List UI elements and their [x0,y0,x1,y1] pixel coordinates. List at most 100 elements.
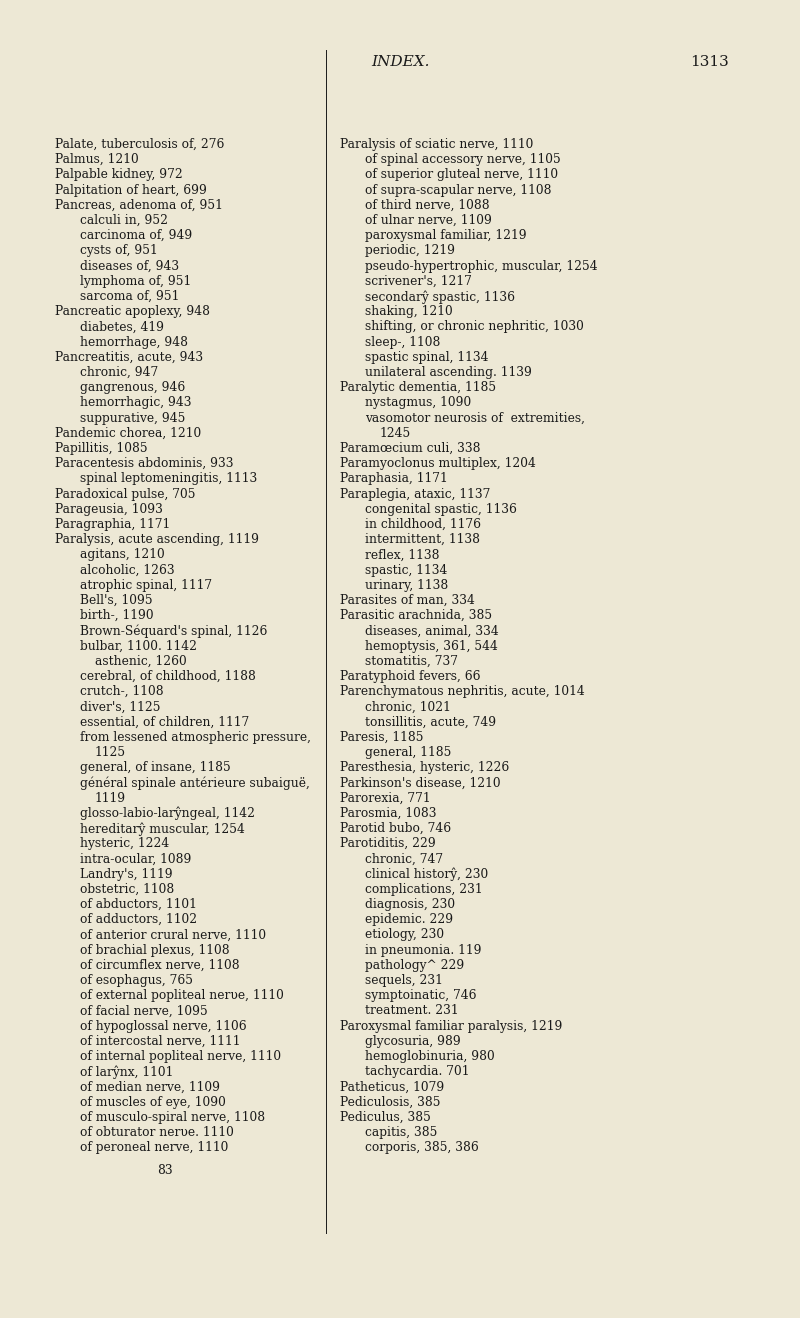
Text: of muscles of eye, 1090: of muscles of eye, 1090 [80,1095,226,1108]
Text: epidemic. 229: epidemic. 229 [365,913,453,927]
Text: vasomotor neurosis of  extremities,: vasomotor neurosis of extremities, [365,411,585,424]
Text: Pediculus, 385: Pediculus, 385 [340,1111,431,1124]
Text: of abductors, 1101: of abductors, 1101 [80,898,197,911]
Text: Paroxysmal familiar paralysis, 1219: Paroxysmal familiar paralysis, 1219 [340,1020,562,1032]
Text: obstetric, 1108: obstetric, 1108 [80,883,174,896]
Text: tachycardia. 701: tachycardia. 701 [365,1065,470,1078]
Text: bulbar, 1100. 1142: bulbar, 1100. 1142 [80,639,197,652]
Text: 1313: 1313 [690,55,730,69]
Text: atrophic spinal, 1117: atrophic spinal, 1117 [80,579,212,592]
Text: lymphoma of, 951: lymphoma of, 951 [80,274,191,287]
Text: of median nerve, 1109: of median nerve, 1109 [80,1081,220,1094]
Text: asthenic, 1260: asthenic, 1260 [95,655,186,668]
Text: diseases of, 943: diseases of, 943 [80,260,179,273]
Text: glosso-labio-larŷngeal, 1142: glosso-labio-larŷngeal, 1142 [80,807,255,820]
Text: general, 1185: general, 1185 [365,746,451,759]
Text: diagnosis, 230: diagnosis, 230 [365,898,455,911]
Text: clinical historŷ, 230: clinical historŷ, 230 [365,867,488,882]
Text: of esophagus, 765: of esophagus, 765 [80,974,193,987]
Text: congenital spastic, 1136: congenital spastic, 1136 [365,502,517,515]
Text: gangrenous, 946: gangrenous, 946 [80,381,186,394]
Text: Landry's, 1119: Landry's, 1119 [80,867,173,880]
Text: cerebral, of childhood, 1188: cerebral, of childhood, 1188 [80,670,256,683]
Text: chronic, 1021: chronic, 1021 [365,700,451,713]
Text: Paratyphoid fevers, 66: Paratyphoid fevers, 66 [340,670,481,683]
Text: hereditarŷ muscular, 1254: hereditarŷ muscular, 1254 [80,822,245,836]
Text: Paracentesis abdominis, 933: Paracentesis abdominis, 933 [55,457,234,471]
Text: Paraphasia, 1171: Paraphasia, 1171 [340,472,448,485]
Text: symptoinatic, 746: symptoinatic, 746 [365,990,477,1002]
Text: hemoglobinuria, 980: hemoglobinuria, 980 [365,1050,494,1064]
Text: of adductors, 1102: of adductors, 1102 [80,913,197,927]
Text: Parorexia, 771: Parorexia, 771 [340,792,430,804]
Text: stomatitis, 737: stomatitis, 737 [365,655,458,668]
Text: 1125: 1125 [95,746,126,759]
Text: 83: 83 [157,1164,173,1177]
Text: calculi in, 952: calculi in, 952 [80,214,168,227]
Text: general, of insane, 1185: general, of insane, 1185 [80,762,230,774]
Text: suppurative, 945: suppurative, 945 [80,411,186,424]
Text: of third nerve, 1088: of third nerve, 1088 [365,199,490,212]
Text: Pancreatic apoplexy, 948: Pancreatic apoplexy, 948 [55,306,210,318]
Text: hemorrhagic, 943: hemorrhagic, 943 [80,397,191,410]
Text: from lessened atmospheric pressure,: from lessened atmospheric pressure, [80,730,311,743]
Text: of ulnar nerve, 1109: of ulnar nerve, 1109 [365,214,492,227]
Text: spastic, 1134: spastic, 1134 [365,564,447,576]
Text: complications, 231: complications, 231 [365,883,482,896]
Text: alcoholic, 1263: alcoholic, 1263 [80,564,174,576]
Text: sarcoma of, 951: sarcoma of, 951 [80,290,179,303]
Text: Palpable kidney, 972: Palpable kidney, 972 [55,169,182,182]
Text: Pancreas, adenoma of, 951: Pancreas, adenoma of, 951 [55,199,223,212]
Text: Paramyoclonus multiplex, 1204: Paramyoclonus multiplex, 1204 [340,457,536,471]
Text: birth-, 1190: birth-, 1190 [80,609,154,622]
Text: Patheticus, 1079: Patheticus, 1079 [340,1081,444,1094]
Text: of supra-scapular nerve, 1108: of supra-scapular nerve, 1108 [365,183,551,196]
Text: of superior gluteal nerve, 1110: of superior gluteal nerve, 1110 [365,169,558,182]
Text: of circumflex nerve, 1108: of circumflex nerve, 1108 [80,958,240,971]
Text: hysteric, 1224: hysteric, 1224 [80,837,170,850]
Text: of internal popliteal nerve, 1110: of internal popliteal nerve, 1110 [80,1050,281,1064]
Text: hemorrhage, 948: hemorrhage, 948 [80,336,188,348]
Text: Paresthesia, hysteric, 1226: Paresthesia, hysteric, 1226 [340,762,510,774]
Text: Parasitic arachnida, 385: Parasitic arachnida, 385 [340,609,492,622]
Text: Paralytic dementia, 1185: Paralytic dementia, 1185 [340,381,496,394]
Text: spastic spinal, 1134: spastic spinal, 1134 [365,351,489,364]
Text: unilateral ascending. 1139: unilateral ascending. 1139 [365,366,532,380]
Text: Parotid bubo, 746: Parotid bubo, 746 [340,822,451,836]
Text: agitans, 1210: agitans, 1210 [80,548,165,561]
Text: of obturator nerυe. 1110: of obturator nerυe. 1110 [80,1126,234,1139]
Text: of spinal accessory nerve, 1105: of spinal accessory nerve, 1105 [365,153,561,166]
Text: Paraplegia, ataxic, 1137: Paraplegia, ataxic, 1137 [340,488,490,501]
Text: Parasites of man, 334: Parasites of man, 334 [340,594,475,608]
Text: 1119: 1119 [95,792,126,804]
Text: Paralysis, acute ascending, 1119: Paralysis, acute ascending, 1119 [55,534,259,546]
Text: etiology, 230: etiology, 230 [365,928,444,941]
Text: Papillitis, 1085: Papillitis, 1085 [55,442,148,455]
Text: diabetes, 419: diabetes, 419 [80,320,164,333]
Text: glycosuria, 989: glycosuria, 989 [365,1035,461,1048]
Text: hemoptysis, 361, 544: hemoptysis, 361, 544 [365,639,498,652]
Text: of peroneal nerve, 1110: of peroneal nerve, 1110 [80,1141,228,1155]
Text: crutch-, 1108: crutch-, 1108 [80,685,164,699]
Text: Paragraphia, 1171: Paragraphia, 1171 [55,518,170,531]
Text: paroxysmal familiar, 1219: paroxysmal familiar, 1219 [365,229,526,243]
Text: Pancreatitis, acute, 943: Pancreatitis, acute, 943 [55,351,203,364]
Text: of larŷnx, 1101: of larŷnx, 1101 [80,1065,174,1078]
Text: chronic, 947: chronic, 947 [80,366,158,380]
Text: chronic, 747: chronic, 747 [365,853,443,866]
Text: sequels, 231: sequels, 231 [365,974,443,987]
Text: tonsillitis, acute, 749: tonsillitis, acute, 749 [365,716,496,729]
Text: Palpitation of heart, 699: Palpitation of heart, 699 [55,183,207,196]
Text: spinal leptomeningitis, 1113: spinal leptomeningitis, 1113 [80,472,258,485]
Text: Parkinson's disease, 1210: Parkinson's disease, 1210 [340,776,501,789]
Text: général spinale antérieure subaiguë,: général spinale antérieure subaiguë, [80,776,310,789]
Text: carcinoma of, 949: carcinoma of, 949 [80,229,192,243]
Text: INDEX.: INDEX. [370,55,430,69]
Text: Brown-Séquard's spinal, 1126: Brown-Séquard's spinal, 1126 [80,625,267,638]
Text: Paralysis of sciatic nerve, 1110: Paralysis of sciatic nerve, 1110 [340,138,534,152]
Text: Parenchymatous nephritis, acute, 1014: Parenchymatous nephritis, acute, 1014 [340,685,585,699]
Text: of external popliteal nerυe, 1110: of external popliteal nerυe, 1110 [80,990,284,1002]
Text: of brachial plexus, 1108: of brachial plexus, 1108 [80,944,230,957]
Text: 1245: 1245 [380,427,411,440]
Text: reflex, 1138: reflex, 1138 [365,548,439,561]
